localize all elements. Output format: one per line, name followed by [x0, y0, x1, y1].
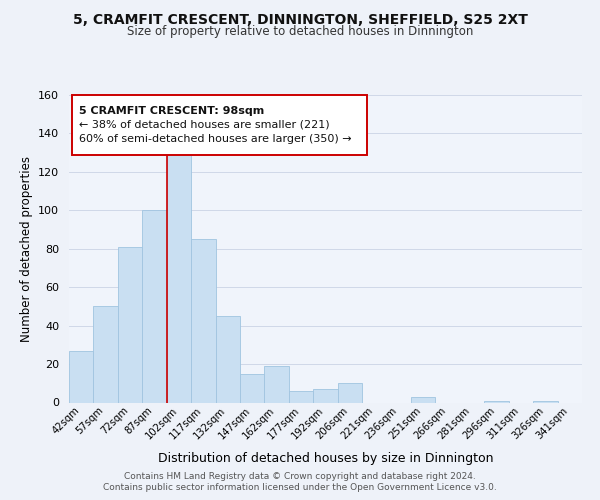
Bar: [191, 239, 215, 402]
Bar: [411, 396, 436, 402]
Bar: [265, 366, 289, 403]
Text: Size of property relative to detached houses in Dinnington: Size of property relative to detached ho…: [127, 25, 473, 38]
Bar: [94, 306, 118, 402]
Bar: [484, 400, 509, 402]
Y-axis label: Number of detached properties: Number of detached properties: [20, 156, 32, 342]
Bar: [533, 400, 557, 402]
FancyBboxPatch shape: [71, 95, 367, 155]
Bar: [289, 391, 313, 402]
Text: 5 CRAMFIT CRESCENT: 98sqm: 5 CRAMFIT CRESCENT: 98sqm: [79, 106, 265, 116]
Bar: [313, 389, 338, 402]
Bar: [69, 350, 94, 403]
Bar: [240, 374, 265, 402]
Bar: [167, 152, 191, 402]
Text: 60% of semi-detached houses are larger (350) →: 60% of semi-detached houses are larger (…: [79, 134, 352, 144]
Text: Contains HM Land Registry data © Crown copyright and database right 2024.: Contains HM Land Registry data © Crown c…: [124, 472, 476, 481]
Text: 5, CRAMFIT CRESCENT, DINNINGTON, SHEFFIELD, S25 2XT: 5, CRAMFIT CRESCENT, DINNINGTON, SHEFFIE…: [73, 12, 527, 26]
Bar: [215, 316, 240, 402]
Bar: [338, 384, 362, 402]
Text: Contains public sector information licensed under the Open Government Licence v3: Contains public sector information licen…: [103, 484, 497, 492]
Bar: [142, 210, 167, 402]
X-axis label: Distribution of detached houses by size in Dinnington: Distribution of detached houses by size …: [158, 452, 493, 465]
Bar: [118, 247, 142, 402]
Text: ← 38% of detached houses are smaller (221): ← 38% of detached houses are smaller (22…: [79, 120, 330, 130]
